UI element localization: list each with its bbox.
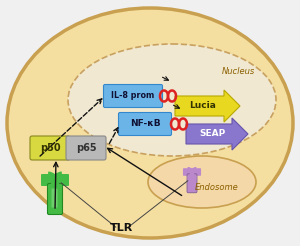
Text: TLR: TLR bbox=[110, 223, 134, 233]
FancyBboxPatch shape bbox=[41, 174, 69, 186]
Text: Nucleus: Nucleus bbox=[221, 67, 255, 77]
Text: Lucia: Lucia bbox=[189, 102, 216, 110]
Text: p65: p65 bbox=[76, 143, 96, 153]
FancyArrow shape bbox=[186, 118, 248, 150]
Ellipse shape bbox=[148, 156, 256, 208]
FancyBboxPatch shape bbox=[30, 136, 70, 160]
FancyBboxPatch shape bbox=[187, 174, 197, 193]
Ellipse shape bbox=[68, 44, 276, 156]
Text: p50: p50 bbox=[40, 143, 60, 153]
Text: SEAP: SEAP bbox=[199, 129, 225, 138]
Ellipse shape bbox=[7, 8, 293, 238]
FancyBboxPatch shape bbox=[103, 84, 163, 108]
Text: IL-8 prom: IL-8 prom bbox=[111, 92, 154, 101]
FancyBboxPatch shape bbox=[52, 188, 58, 207]
FancyArrow shape bbox=[175, 90, 240, 122]
Text: NF-κB: NF-κB bbox=[130, 120, 160, 128]
FancyBboxPatch shape bbox=[183, 168, 201, 176]
FancyBboxPatch shape bbox=[118, 112, 172, 136]
FancyBboxPatch shape bbox=[66, 136, 106, 160]
FancyBboxPatch shape bbox=[47, 184, 62, 215]
Text: Endosome: Endosome bbox=[195, 184, 239, 193]
